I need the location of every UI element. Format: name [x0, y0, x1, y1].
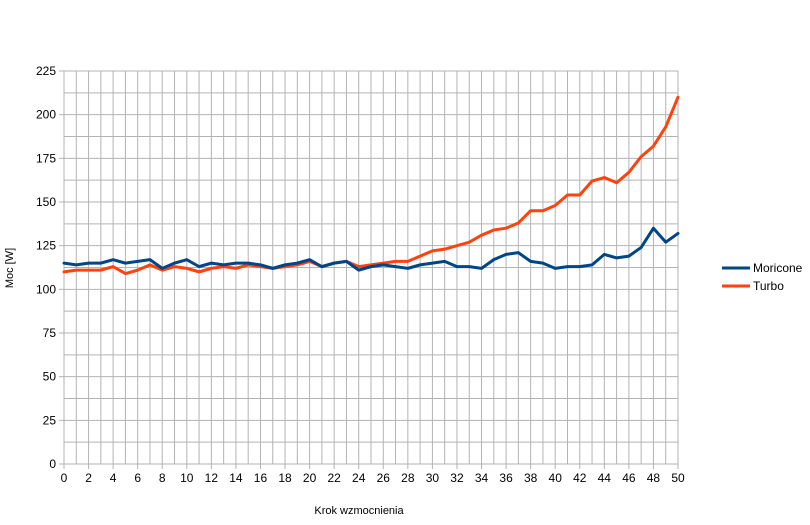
series-line-moricone	[62, 226, 680, 272]
x-axis-ticks: 0 2 4 6 8 10 12 14 16 18 20 22 24 26 28 30 32 34 36 38 40 42 4…	[61, 464, 685, 485]
x-tick-label: 34	[475, 471, 489, 485]
y-axis-ticks: 0 25 50 75 100 125 150 175 200 225	[36, 64, 64, 471]
legend-label-turbo: Turbo	[753, 279, 784, 293]
x-tick-label: 18	[278, 471, 292, 485]
x-tick-label: 20	[303, 471, 317, 485]
x-tick-label: 50	[671, 471, 685, 485]
x-tick-label: 30	[426, 471, 440, 485]
y-tick-label: 100	[36, 282, 56, 296]
x-axis-title: Krok wzmocnienia	[314, 505, 404, 517]
x-tick-label: 14	[229, 471, 243, 485]
x-tick-label: 4	[110, 471, 117, 485]
x-tick-label: 40	[549, 471, 563, 485]
x-tick-label: 2	[85, 471, 92, 485]
x-tick-label: 46	[622, 471, 636, 485]
y-tick-label: 225	[36, 64, 56, 78]
x-tick-label: 24	[352, 471, 366, 485]
x-tick-label: 44	[598, 471, 612, 485]
x-tick-label: 38	[524, 471, 538, 485]
axes	[63, 71, 678, 465]
y-tick-label: 125	[36, 239, 56, 253]
x-tick-label: 22	[327, 471, 341, 485]
x-tick-label: 32	[450, 471, 464, 485]
series-lines	[62, 95, 680, 276]
x-tick-label: 16	[254, 471, 268, 485]
y-tick-label: 50	[43, 370, 57, 384]
legend-label-moricone: Moricone	[753, 261, 803, 275]
x-tick-label: 6	[134, 471, 141, 485]
y-tick-label: 200	[36, 108, 56, 122]
x-tick-label: 42	[573, 471, 587, 485]
y-axis-title: Moc [W]	[4, 248, 16, 288]
x-tick-label: 28	[401, 471, 415, 485]
x-tick-label: 12	[205, 471, 219, 485]
x-tick-label: 10	[180, 471, 194, 485]
x-tick-label: 48	[647, 471, 661, 485]
y-tick-label: 0	[49, 457, 56, 471]
y-tick-label: 175	[36, 151, 56, 165]
x-tick-label: 0	[61, 471, 68, 485]
series-line-turbo	[62, 95, 680, 276]
x-tick-label: 8	[159, 471, 166, 485]
x-tick-label: 36	[499, 471, 513, 485]
legend: Moricone Turbo	[722, 261, 803, 293]
y-tick-label: 25	[43, 413, 57, 427]
x-tick-label: 26	[377, 471, 391, 485]
y-tick-label: 150	[36, 195, 56, 209]
y-tick-label: 75	[43, 326, 57, 340]
